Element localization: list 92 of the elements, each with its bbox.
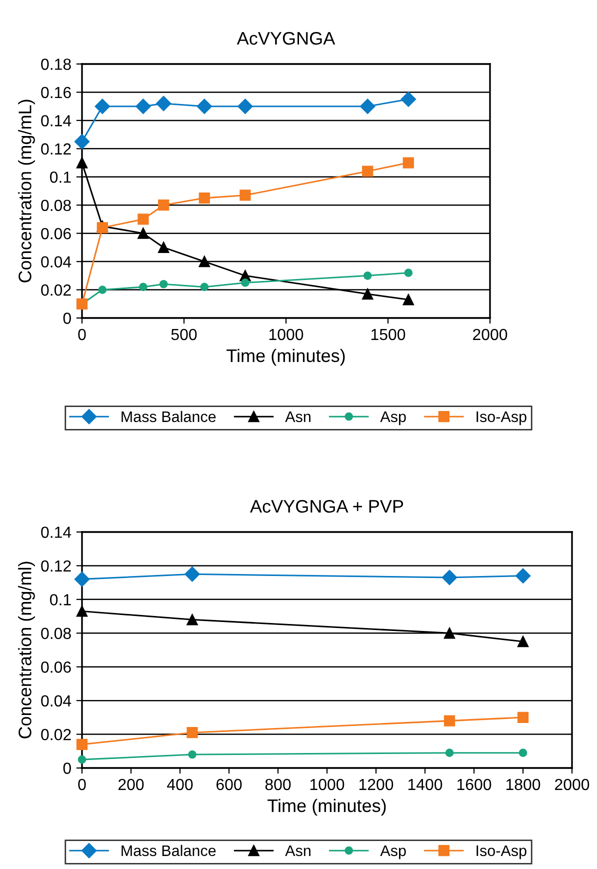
- legend-label: Mass Balance: [122, 844, 216, 856]
- point: [159, 280, 168, 288]
- point: [518, 748, 528, 757]
- point: [362, 166, 374, 177]
- legend-label: Iso-Asp: [476, 411, 526, 426]
- point: [517, 712, 529, 723]
- point: [238, 98, 253, 114]
- x-tick-label: 0: [78, 328, 86, 340]
- legend-label: Asp: [380, 411, 406, 426]
- y-tick-label: 0.06: [41, 228, 71, 240]
- point: [139, 282, 148, 292]
- point: [445, 748, 454, 757]
- x-tick-label: 1000: [269, 328, 304, 340]
- y-tick-label: 0.18: [41, 58, 71, 70]
- point: [76, 606, 88, 617]
- point: [138, 228, 149, 239]
- y-tick-label: 0.02: [41, 284, 71, 296]
- point: [198, 256, 210, 268]
- x-tick-label: 2000: [555, 778, 590, 790]
- point: [76, 157, 88, 168]
- y-tick-label: 0.08: [41, 200, 71, 212]
- point: [76, 738, 88, 750]
- x-tick-label: 600: [216, 778, 242, 790]
- legend-label: Asn: [285, 845, 310, 856]
- x-tick-label: 1400: [408, 778, 442, 790]
- y-tick-label: 0.08: [41, 628, 71, 640]
- point: [158, 242, 170, 253]
- y-tick-label: 0.14: [41, 526, 72, 538]
- y-tick-label: 0.1: [50, 172, 71, 183]
- legend-label: Asp: [380, 845, 406, 860]
- point: [444, 628, 456, 639]
- y-tick-label: 0: [63, 762, 71, 774]
- point: [442, 570, 458, 586]
- point: [241, 278, 250, 287]
- point: [198, 192, 210, 204]
- point: [402, 157, 414, 168]
- x-axis-title: Time (minutes): [268, 798, 386, 816]
- point: [186, 727, 198, 738]
- point: [402, 294, 414, 306]
- y-tick-label: 0: [63, 312, 71, 324]
- point: [96, 222, 108, 234]
- x-tick-label: 1800: [506, 778, 540, 790]
- y-tick-label: 0.02: [41, 728, 71, 740]
- x-tick-label: 200: [118, 778, 144, 790]
- point: [188, 750, 196, 759]
- point: [517, 636, 529, 648]
- y-tick-label: 0.1: [50, 594, 71, 606]
- point: [136, 98, 151, 114]
- y-tick-label: 0.16: [41, 86, 71, 98]
- y-tick-label: 0.04: [41, 256, 72, 268]
- chart-title: AcVYGNGA + PVP: [250, 500, 404, 513]
- point: [74, 572, 90, 587]
- x-axis-title: Time (minutes): [226, 348, 345, 366]
- x-tick-label: 1500: [371, 328, 406, 340]
- point: [200, 282, 209, 292]
- x-tick-label: 500: [171, 328, 197, 340]
- point: [158, 200, 170, 211]
- point: [362, 288, 374, 300]
- point: [186, 614, 198, 626]
- legend-label: Asn: [285, 411, 310, 422]
- point: [515, 568, 531, 584]
- point: [240, 190, 251, 201]
- y-tick-label: 0.04: [41, 695, 72, 707]
- legend-label: Mass Balance: [122, 410, 216, 422]
- point: [404, 268, 413, 278]
- y-tick-label: 0.12: [41, 143, 71, 155]
- x-tick-label: 400: [167, 778, 193, 790]
- x-tick-label: 1200: [359, 778, 394, 790]
- legend-label: Iso-Asp: [476, 845, 526, 860]
- point: [363, 272, 372, 280]
- y-axis-title: Concentration (mg/mL): [18, 100, 35, 282]
- point: [74, 134, 90, 150]
- point: [184, 566, 200, 582]
- point: [94, 98, 110, 114]
- point: [98, 286, 107, 294]
- point: [78, 755, 86, 764]
- x-tick-label: 800: [265, 778, 291, 790]
- y-tick-label: 0.06: [41, 661, 71, 673]
- chart-title: AcVYGNGA: [236, 32, 336, 45]
- y-tick-label: 0.14: [41, 115, 72, 126]
- point: [360, 98, 376, 114]
- point: [400, 92, 416, 107]
- point: [156, 96, 172, 112]
- y-tick-label: 0.12: [41, 560, 71, 572]
- point: [138, 214, 149, 225]
- point: [444, 715, 456, 726]
- x-tick-label: 0: [78, 778, 86, 790]
- point: [196, 98, 212, 114]
- x-tick-label: 2000: [473, 328, 508, 340]
- y-axis-title: Concentration (mg/ml): [18, 562, 35, 738]
- x-tick-label: 1000: [310, 778, 344, 790]
- x-tick-label: 1600: [457, 778, 492, 790]
